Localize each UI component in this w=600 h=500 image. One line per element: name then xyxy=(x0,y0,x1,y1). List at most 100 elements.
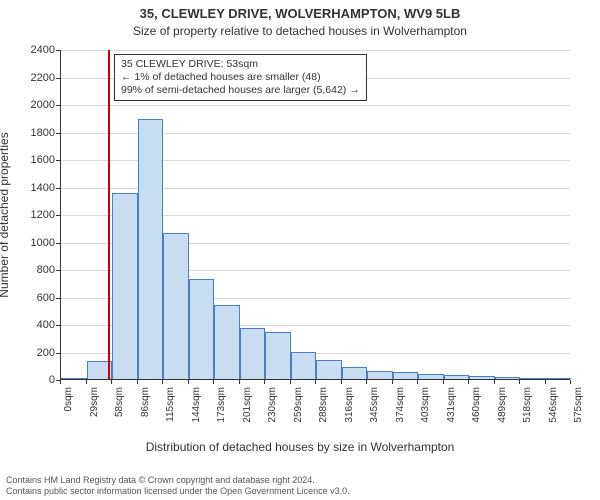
grid-line xyxy=(61,50,570,51)
chart-title-main: 35, CLEWLEY DRIVE, WOLVERHAMPTON, WV9 5L… xyxy=(0,6,600,21)
x-tick-mark xyxy=(162,380,163,384)
x-tick-label: 345sqm xyxy=(369,387,380,447)
y-tick-mark xyxy=(56,105,60,106)
y-tick-label: 1400 xyxy=(5,182,55,194)
histogram-bar xyxy=(444,375,470,379)
histogram-bar xyxy=(393,372,419,379)
histogram-bar xyxy=(214,305,240,379)
y-tick-mark xyxy=(56,50,60,51)
x-tick-label: 201sqm xyxy=(242,387,253,447)
x-tick-label: 0sqm xyxy=(63,387,74,447)
footer-line: Contains HM Land Registry data © Crown c… xyxy=(6,475,594,486)
x-tick-label: 29sqm xyxy=(89,387,100,447)
y-tick-mark xyxy=(56,298,60,299)
histogram-bar xyxy=(138,119,164,379)
x-tick-label: 374sqm xyxy=(395,387,406,447)
y-tick-mark xyxy=(56,243,60,244)
x-tick-mark xyxy=(392,380,393,384)
y-tick-mark xyxy=(56,215,60,216)
footer-text: Contains HM Land Registry data © Crown c… xyxy=(6,475,594,497)
histogram-bar xyxy=(163,233,189,379)
histogram-bar xyxy=(316,360,342,379)
x-tick-label: 575sqm xyxy=(573,387,584,447)
y-tick-label: 1800 xyxy=(5,127,55,139)
x-axis-label: Distribution of detached houses by size … xyxy=(0,440,600,454)
x-tick-mark xyxy=(86,380,87,384)
x-tick-mark xyxy=(366,380,367,384)
x-tick-mark xyxy=(417,380,418,384)
histogram-bar xyxy=(520,378,546,379)
x-tick-label: 403sqm xyxy=(420,387,431,447)
histogram-bar xyxy=(112,193,138,379)
x-tick-label: 173sqm xyxy=(216,387,227,447)
x-tick-mark xyxy=(213,380,214,384)
annotation-line: ← 1% of detached houses are smaller (48) xyxy=(121,71,360,84)
x-tick-mark xyxy=(137,380,138,384)
x-tick-label: 431sqm xyxy=(446,387,457,447)
x-tick-label: 546sqm xyxy=(548,387,559,447)
x-tick-mark xyxy=(519,380,520,384)
y-tick-label: 200 xyxy=(5,347,55,359)
y-tick-mark xyxy=(56,325,60,326)
x-tick-mark xyxy=(290,380,291,384)
histogram-bar xyxy=(367,371,393,379)
x-tick-mark xyxy=(341,380,342,384)
x-tick-label: 489sqm xyxy=(497,387,508,447)
footer-line: Contains public sector information licen… xyxy=(6,486,594,497)
histogram-bar xyxy=(240,328,266,379)
x-tick-mark xyxy=(264,380,265,384)
x-tick-label: 316sqm xyxy=(344,387,355,447)
x-tick-label: 58sqm xyxy=(114,387,125,447)
x-tick-mark xyxy=(315,380,316,384)
annotation-box: 35 CLEWLEY DRIVE: 53sqm← 1% of detached … xyxy=(114,54,367,101)
histogram-bar xyxy=(495,377,521,379)
x-tick-mark xyxy=(111,380,112,384)
y-tick-label: 2200 xyxy=(5,72,55,84)
y-tick-label: 2400 xyxy=(5,44,55,56)
x-tick-label: 230sqm xyxy=(267,387,278,447)
x-tick-mark xyxy=(60,380,61,384)
marker-line xyxy=(108,50,110,379)
y-tick-mark xyxy=(56,160,60,161)
annotation-line: 99% of semi-detached houses are larger (… xyxy=(121,84,360,97)
x-tick-label: 115sqm xyxy=(165,387,176,447)
x-tick-mark xyxy=(545,380,546,384)
x-tick-label: 288sqm xyxy=(318,387,329,447)
histogram-bar xyxy=(291,352,317,380)
x-tick-label: 144sqm xyxy=(191,387,202,447)
y-tick-mark xyxy=(56,353,60,354)
histogram-bar xyxy=(265,332,291,379)
annotation-line: 35 CLEWLEY DRIVE: 53sqm xyxy=(121,58,360,71)
chart-title-sub: Size of property relative to detached ho… xyxy=(0,24,600,38)
chart-container: 35, CLEWLEY DRIVE, WOLVERHAMPTON, WV9 5L… xyxy=(0,0,600,500)
x-tick-label: 86sqm xyxy=(140,387,151,447)
y-tick-label: 1200 xyxy=(5,209,55,221)
x-tick-mark xyxy=(570,380,571,384)
histogram-bar xyxy=(342,367,368,379)
histogram-bar xyxy=(546,378,572,379)
grid-line xyxy=(61,105,570,106)
histogram-bar xyxy=(61,378,87,379)
y-tick-label: 0 xyxy=(5,374,55,386)
y-tick-label: 1600 xyxy=(5,154,55,166)
x-tick-label: 518sqm xyxy=(522,387,533,447)
y-tick-label: 800 xyxy=(5,264,55,276)
y-tick-mark xyxy=(56,78,60,79)
y-tick-label: 1000 xyxy=(5,237,55,249)
histogram-bar xyxy=(189,279,215,379)
x-tick-label: 259sqm xyxy=(293,387,304,447)
x-tick-mark xyxy=(468,380,469,384)
x-tick-mark xyxy=(188,380,189,384)
plot-area: 35 CLEWLEY DRIVE: 53sqm← 1% of detached … xyxy=(60,50,570,380)
y-tick-mark xyxy=(56,133,60,134)
y-tick-label: 2000 xyxy=(5,99,55,111)
y-tick-label: 600 xyxy=(5,292,55,304)
x-tick-label: 460sqm xyxy=(471,387,482,447)
histogram-bar xyxy=(469,376,495,379)
histogram-bar xyxy=(418,374,444,380)
x-tick-mark xyxy=(239,380,240,384)
x-tick-mark xyxy=(494,380,495,384)
y-tick-mark xyxy=(56,270,60,271)
y-tick-mark xyxy=(56,188,60,189)
y-tick-label: 400 xyxy=(5,319,55,331)
